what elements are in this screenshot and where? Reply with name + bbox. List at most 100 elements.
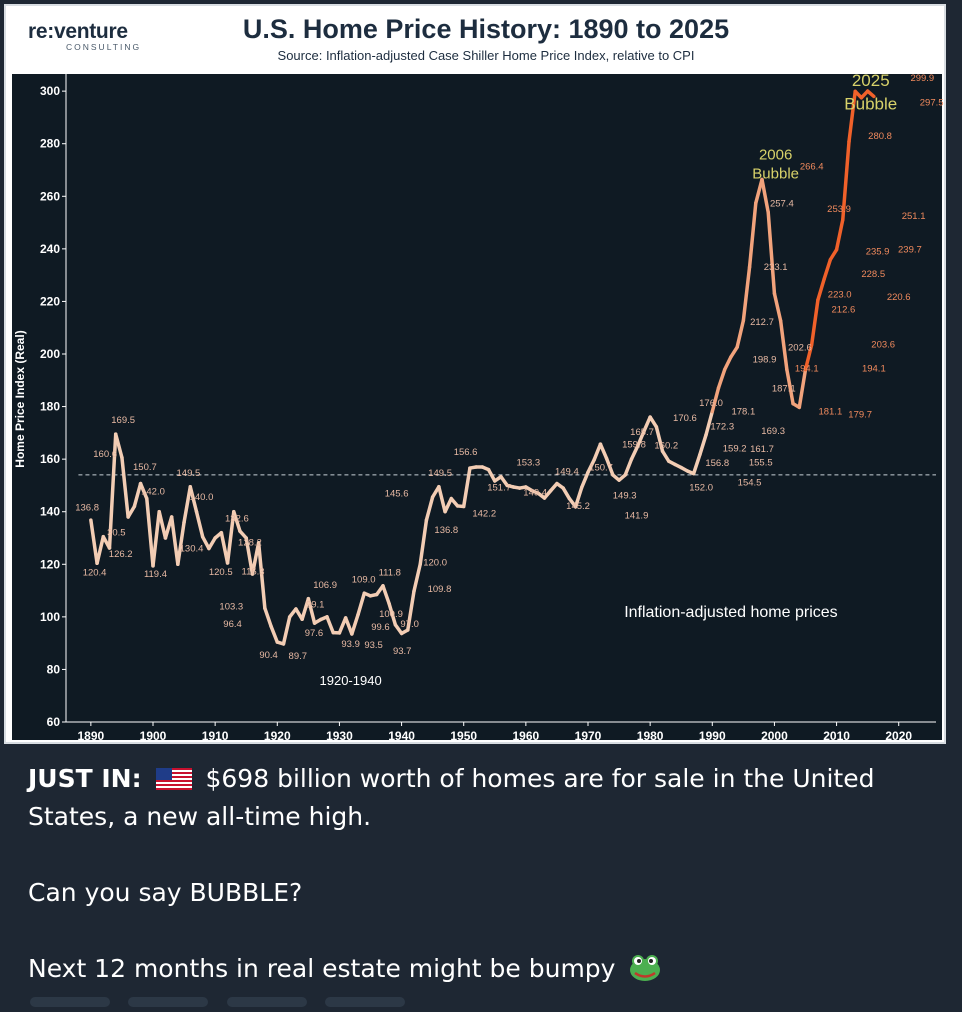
- data-label: 145.2: [566, 501, 590, 512]
- x-tick-label: 1960: [513, 729, 540, 743]
- data-label: 142.2: [472, 508, 496, 519]
- chart-annotation: Inflation-adjusted home prices: [624, 604, 837, 621]
- line-chart: 6080100120140160180200220240260280300189…: [6, 6, 948, 746]
- data-label: 153.3: [516, 458, 540, 469]
- tweet-lead: JUST IN:: [28, 764, 142, 793]
- y-axis-label: Home Price Index (Real): [13, 330, 27, 467]
- x-tick-label: 1900: [140, 729, 167, 743]
- data-label: 198.9: [753, 355, 777, 366]
- y-tick-label: 160: [40, 452, 60, 466]
- x-tick-label: 2000: [761, 729, 788, 743]
- chart-annotation: 1920-1940: [320, 673, 382, 688]
- data-label: 99.6: [371, 622, 390, 633]
- data-label: 141.9: [625, 510, 649, 521]
- x-tick-label: 1950: [450, 729, 477, 743]
- data-label: 145.6: [385, 488, 409, 499]
- data-label: 235.9: [866, 247, 890, 258]
- data-label: 119.4: [144, 569, 167, 580]
- data-label: 202.6: [788, 342, 812, 353]
- data-label: 169.5: [111, 415, 135, 426]
- data-label: 170.6: [673, 413, 697, 424]
- x-tick-label: 1920: [264, 729, 291, 743]
- data-label: 212.6: [832, 305, 856, 316]
- data-label: 99.1: [306, 599, 325, 610]
- plot-background: [12, 74, 942, 740]
- data-label: 161.7: [750, 444, 774, 455]
- y-tick-label: 220: [40, 294, 60, 308]
- data-label: 140.0: [190, 492, 214, 503]
- x-tick-label: 1990: [699, 729, 726, 743]
- reaction-bar: [30, 994, 419, 1012]
- data-label: 149.5: [177, 468, 201, 479]
- data-label: 156.8: [705, 458, 729, 469]
- data-label: 109.0: [352, 574, 376, 585]
- x-tick-label: 1940: [388, 729, 415, 743]
- data-label: 149.4: [555, 466, 579, 477]
- data-label: 257.4: [770, 198, 794, 209]
- y-tick-label: 60: [47, 715, 61, 729]
- data-label: 154.5: [738, 477, 762, 488]
- data-label: 280.8: [868, 131, 892, 142]
- data-label: 109.8: [428, 584, 452, 595]
- data-label: 187.1: [772, 383, 796, 394]
- y-tick-label: 280: [40, 137, 60, 151]
- y-tick-label: 240: [40, 242, 60, 256]
- x-tick-label: 2020: [885, 729, 912, 743]
- data-label: 90.4: [259, 650, 278, 661]
- data-label: 89.7: [289, 651, 308, 662]
- data-label: 93.9: [341, 639, 360, 650]
- x-tick-label: 1970: [575, 729, 602, 743]
- y-tick-label: 260: [40, 189, 60, 203]
- data-label: 194.1: [862, 363, 886, 374]
- chart-annotation: Bubble: [752, 165, 799, 182]
- data-label: 106.9: [313, 580, 337, 591]
- data-label: 165.7: [630, 427, 654, 438]
- data-label: 120.4: [83, 567, 107, 578]
- data-label: 178.1: [731, 406, 755, 417]
- data-label: 299.9: [910, 73, 934, 84]
- data-label: 93.7: [393, 646, 412, 657]
- data-label: 239.7: [898, 245, 922, 256]
- data-label: 203.6: [871, 339, 895, 350]
- tweet-text: JUST IN: $698 billion worth of homes are…: [28, 760, 928, 988]
- x-tick-label: 2010: [823, 729, 850, 743]
- data-label: 150.7: [133, 462, 157, 473]
- data-label: 156.6: [454, 447, 478, 458]
- data-label: 136.8: [75, 502, 99, 513]
- data-label: 103.3: [219, 601, 243, 612]
- data-label: 149.3: [613, 491, 637, 502]
- data-label: 266.4: [800, 162, 824, 173]
- data-label: 30.5: [107, 527, 126, 538]
- data-label: 160.6: [93, 449, 117, 460]
- data-label: 130.4: [180, 544, 204, 555]
- data-label: 251.1: [902, 211, 926, 222]
- reaction-pill[interactable]: [30, 997, 110, 1007]
- data-label: 126.2: [109, 549, 133, 560]
- y-tick-label: 300: [40, 84, 60, 98]
- y-tick-label: 200: [40, 347, 60, 361]
- data-label: 212.7: [750, 317, 774, 328]
- data-label: 179.7: [848, 410, 872, 421]
- x-tick-label: 1980: [637, 729, 664, 743]
- data-label: 100.9: [379, 609, 403, 620]
- data-label: 160.2: [654, 441, 678, 452]
- reaction-pill[interactable]: [128, 997, 208, 1007]
- data-label: 116.3: [242, 566, 265, 577]
- data-label: 150.7: [589, 463, 613, 474]
- data-label: 172.3: [710, 421, 734, 432]
- reaction-pill[interactable]: [227, 997, 307, 1007]
- chart-annotation: 2025: [852, 71, 890, 90]
- y-tick-label: 180: [40, 400, 60, 414]
- y-tick-label: 80: [47, 662, 61, 676]
- data-label: 136.8: [434, 525, 458, 536]
- data-label: 297.5: [920, 98, 944, 109]
- data-label: 181.1: [818, 407, 842, 418]
- data-label: 120.0: [423, 558, 447, 569]
- y-tick-label: 100: [40, 610, 60, 624]
- data-label: 142.0: [141, 487, 165, 498]
- data-label: 152.0: [689, 483, 713, 494]
- chart-annotation: Bubble: [844, 95, 897, 114]
- data-label: 228.5: [861, 269, 885, 280]
- data-label: 194.1: [795, 363, 819, 374]
- reaction-pill[interactable]: [325, 997, 405, 1007]
